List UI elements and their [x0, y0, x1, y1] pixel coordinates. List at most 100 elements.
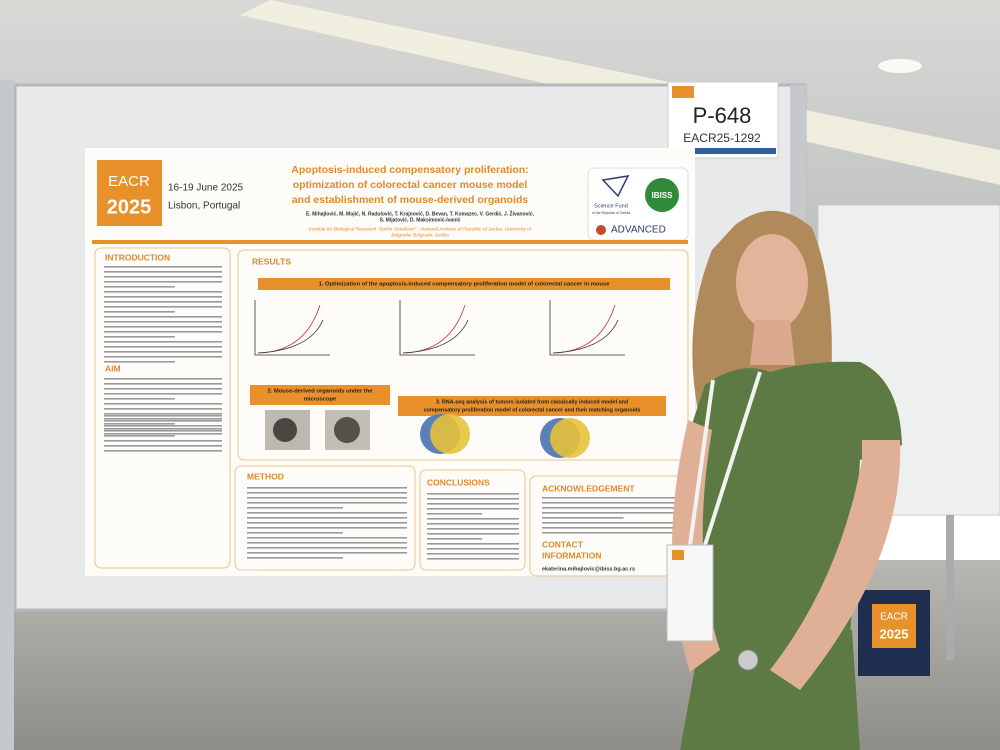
authors: S. Mijatović, D. Maksimović-Ivanić: [380, 217, 461, 223]
placard-code: EACR25-1292: [683, 131, 761, 145]
text-line: [104, 383, 222, 385]
authors: E. Mihajlović, M. Mojić, N. Radulović, T…: [306, 209, 535, 217]
watch: [737, 649, 759, 671]
text-line: [104, 428, 222, 430]
text-line: [542, 527, 678, 529]
text-line: [104, 316, 222, 318]
plot-curve: [257, 319, 324, 354]
result-heading: 2. Mouse-derived organoids under the: [267, 389, 373, 395]
text-line: [247, 502, 407, 504]
result-heading: 1. Optimization of the apoptosis-induced…: [319, 282, 611, 288]
conclusions-panel: [419, 469, 526, 571]
results-panel: [237, 249, 689, 461]
plot-curve: [402, 319, 469, 354]
venn-circle: [430, 414, 470, 454]
text-line: [104, 361, 175, 363]
placard-bar: [670, 148, 776, 154]
neck: [750, 320, 795, 365]
text-line: [104, 286, 175, 288]
program-icon: [596, 225, 606, 235]
organoid: [273, 418, 297, 442]
text-line: [104, 341, 222, 343]
section-heading: RESULTS: [252, 256, 291, 266]
display-logo: [872, 604, 916, 648]
logo-text: EACR: [108, 173, 150, 190]
result-banner: [250, 385, 390, 405]
location: Lisbon, Portugal: [168, 201, 240, 212]
text-line: [104, 276, 222, 278]
text-line: [104, 418, 222, 420]
affiliation: Institute for Biological Research "Siniš…: [309, 226, 532, 232]
text-line: [247, 512, 407, 514]
person: [666, 210, 902, 750]
text-line: [104, 433, 222, 435]
text-line: [427, 523, 519, 525]
ceiling-lamp: [878, 59, 922, 73]
text-line: [427, 493, 519, 495]
text-line: [104, 306, 222, 308]
email: ekaterina.mihajlovic@ibiss.bg.ac.rs: [542, 566, 635, 572]
plot-axes: [549, 300, 625, 356]
section-heading: INFORMATION: [542, 550, 601, 560]
badge-logo: [672, 550, 684, 560]
text-line: [104, 301, 222, 303]
text-line: [542, 497, 678, 499]
text-line: [104, 393, 222, 395]
affiliation: Belgrade, Belgrade, Serbia: [391, 232, 449, 238]
text-line: [247, 517, 407, 519]
text-line: [104, 291, 222, 293]
text-line: [104, 356, 222, 358]
text-line: [247, 552, 407, 554]
text-line: [104, 445, 222, 447]
text-line: [104, 423, 175, 425]
text-line: [247, 542, 407, 544]
text-line: [104, 378, 222, 380]
text-line: [247, 492, 407, 494]
plot-curve: [552, 319, 619, 354]
institute-logo: [645, 178, 679, 212]
text-line: [104, 346, 222, 348]
placard-logo: [672, 86, 694, 98]
text-line: [104, 296, 222, 298]
text-line: [104, 326, 222, 328]
intro-panel: [94, 247, 231, 569]
text-line: [104, 398, 175, 400]
section-heading: ACKNOWLEDGEMENT: [542, 483, 635, 493]
text-line: [104, 311, 175, 313]
text-line: [427, 503, 519, 505]
logo-year: 2025: [107, 196, 152, 218]
fund-name: Science Fund: [594, 203, 628, 209]
text-line: [247, 497, 407, 499]
section-heading: CONCLUSIONS: [427, 477, 490, 487]
text-line: [247, 557, 343, 559]
poster-logo: [97, 160, 162, 226]
text-line: [104, 271, 222, 273]
text-line: [542, 517, 624, 519]
date: 16-19 June 2025: [168, 183, 244, 194]
section-heading: CONTACT: [542, 539, 584, 549]
text-line: [542, 522, 678, 524]
text-line: [104, 425, 222, 427]
section-heading: AIM: [105, 363, 121, 373]
text-line: [104, 351, 222, 353]
program-name: ADVANCED: [611, 225, 666, 236]
text-line: [247, 507, 343, 509]
text-line: [247, 527, 407, 529]
fund-icon: [601, 175, 630, 198]
box-year: 2025: [880, 626, 909, 641]
text-line: [542, 512, 678, 514]
text-line: [427, 538, 483, 540]
poster-title: optimization of colorectal cancer mouse …: [293, 179, 528, 191]
text-line: [427, 543, 519, 545]
text-line: [542, 507, 678, 509]
venn-circle: [550, 418, 590, 458]
text-line: [104, 281, 222, 283]
text-line: [104, 408, 222, 410]
text-line: [104, 403, 222, 405]
text-line: [427, 513, 483, 515]
plot-axes: [254, 300, 330, 356]
text-line: [104, 420, 222, 422]
text-line: [104, 336, 175, 338]
face: [736, 234, 808, 330]
placard-number: P-648: [693, 103, 752, 128]
